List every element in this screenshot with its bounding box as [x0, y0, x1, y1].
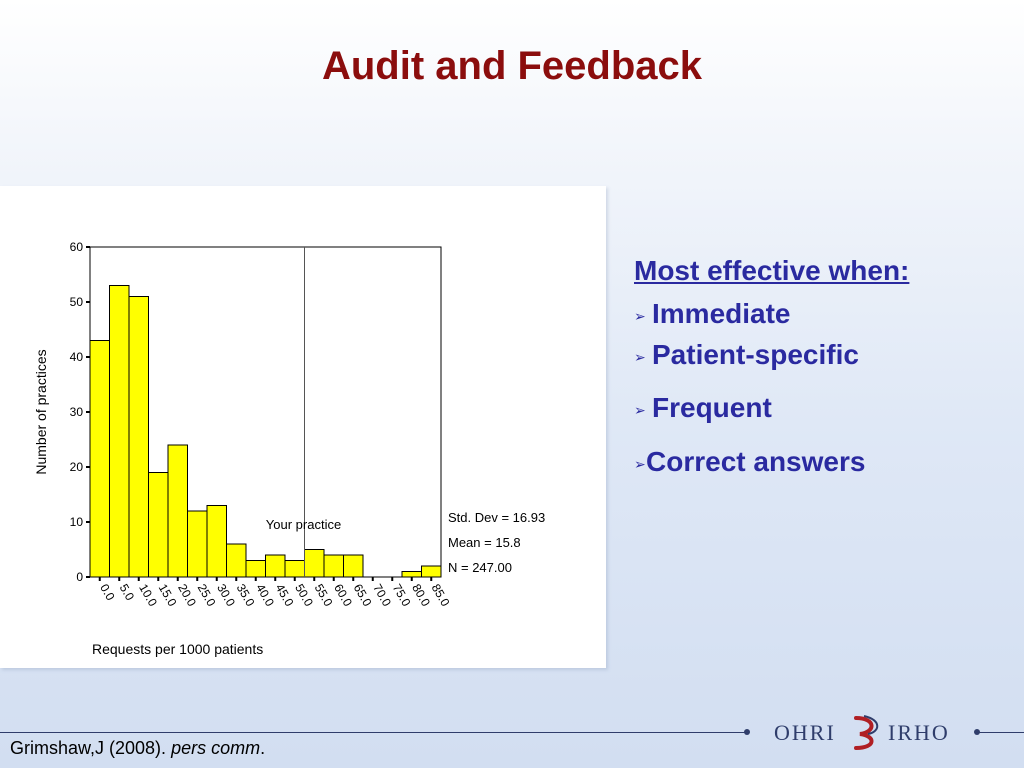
x-tick-label: 50.0: [292, 582, 316, 610]
y-tick-label: 50: [70, 295, 84, 309]
histogram-bar: [284, 560, 305, 578]
histogram-bar: [401, 571, 422, 578]
bullet-text: Immediate: [652, 298, 791, 329]
bullet-list: Most effective when: ➢ Immediate ➢ Patient…: [634, 255, 1014, 477]
bullet-text: Correct answers: [646, 446, 866, 477]
x-tick-label: 80.0: [409, 582, 433, 610]
y-tick-label: 60: [70, 240, 84, 254]
x-tick-label: 45.0: [273, 582, 297, 610]
your-practice-label: Your practice: [266, 517, 341, 532]
y-axis-label: Number of practices: [33, 349, 49, 474]
footer-dot: [744, 729, 750, 735]
histogram-bar: [128, 296, 149, 578]
citation-note: pers comm: [171, 738, 261, 758]
histogram-bar: [187, 510, 208, 578]
bullet-text: Patient-specific: [652, 339, 859, 370]
bullet-item: ➢ Immediate: [634, 297, 791, 333]
stats-label: Std. Dev = 16.93: [448, 510, 545, 525]
arrow-bullet-icon: ➢: [634, 455, 646, 472]
footer-divider-right: [975, 732, 1024, 733]
histogram-bar: [226, 543, 247, 578]
histogram-bar: [323, 554, 344, 578]
logo-text-en: OHRI: [774, 720, 836, 745]
x-axis-label: Requests per 1000 patients: [92, 641, 263, 657]
bullet-text: Frequent: [652, 392, 772, 423]
bullet-heading: Most effective when:: [634, 255, 910, 286]
footer-divider-left: [0, 732, 748, 733]
x-tick-label: 5.0: [117, 582, 138, 604]
bullet-item: ➢Correct answers: [634, 445, 865, 481]
histogram-bar: [206, 505, 227, 578]
x-tick-label: 25.0: [195, 582, 219, 610]
x-tick-label: 55.0: [312, 582, 336, 610]
x-tick-label: 20.0: [175, 582, 199, 610]
arrow-bullet-icon: ➢: [634, 307, 646, 324]
x-tick-label: 30.0: [214, 582, 238, 610]
bullet-item: ➢ Frequent: [634, 391, 772, 427]
histogram-bar: [421, 565, 442, 578]
histogram-bar: [265, 554, 286, 578]
histogram-panel: Your practice 0 10 20 30 40 50 60 0.0 5.0 10.0 15.0…: [0, 186, 606, 668]
histogram-bar: [304, 549, 325, 578]
citation: Grimshaw,J (2008). pers comm.: [10, 738, 265, 759]
stats-label: N = 247.00: [448, 560, 512, 575]
arrow-bullet-icon: ➢: [634, 401, 646, 418]
x-tick-label: 60.0: [331, 582, 355, 610]
histogram-chart: Your practice 0 10 20 30 40 50 60 0.0 5.0 10.015.0…: [33, 240, 545, 657]
x-tick-label: 35.0: [234, 582, 258, 610]
ohri-logo: OHRI IRHO: [766, 712, 966, 752]
x-tick-label: 85.0: [429, 582, 453, 610]
stats-label: Mean = 15.8: [448, 535, 521, 550]
y-tick-label: 40: [70, 350, 84, 364]
x-tick-label: 0.0: [97, 582, 118, 604]
x-tick-label: 10.0: [136, 582, 160, 610]
x-tick-label: 75.0: [390, 582, 414, 610]
y-tick-label: 20: [70, 460, 84, 474]
histogram-bar: [343, 554, 364, 578]
x-tick-label: 40.0: [253, 582, 277, 610]
x-tick-label: 65.0: [351, 582, 375, 610]
y-tick-label: 10: [70, 515, 84, 529]
y-tick-label: 0: [76, 570, 83, 584]
logo-text-fr: IRHO: [888, 720, 950, 745]
histogram-bar: [148, 472, 169, 578]
arrow-bullet-icon: ➢: [634, 348, 646, 365]
y-tick-label: 30: [70, 405, 84, 419]
histogram-bar: [89, 340, 110, 578]
citation-author: Grimshaw,J (2008).: [10, 738, 172, 758]
slide-title: Audit and Feedback: [321, 44, 703, 88]
x-tick-label: 15.0: [156, 582, 180, 610]
histogram-bar: [109, 285, 130, 578]
x-tick-label: 70.0: [370, 582, 394, 610]
bullet-item: ➢ Patient-specific: [634, 338, 859, 374]
logo-swirl-icon: [854, 715, 879, 750]
histogram-bar: [167, 444, 188, 578]
histogram-bar: [245, 560, 266, 578]
citation-end: .: [260, 738, 266, 758]
